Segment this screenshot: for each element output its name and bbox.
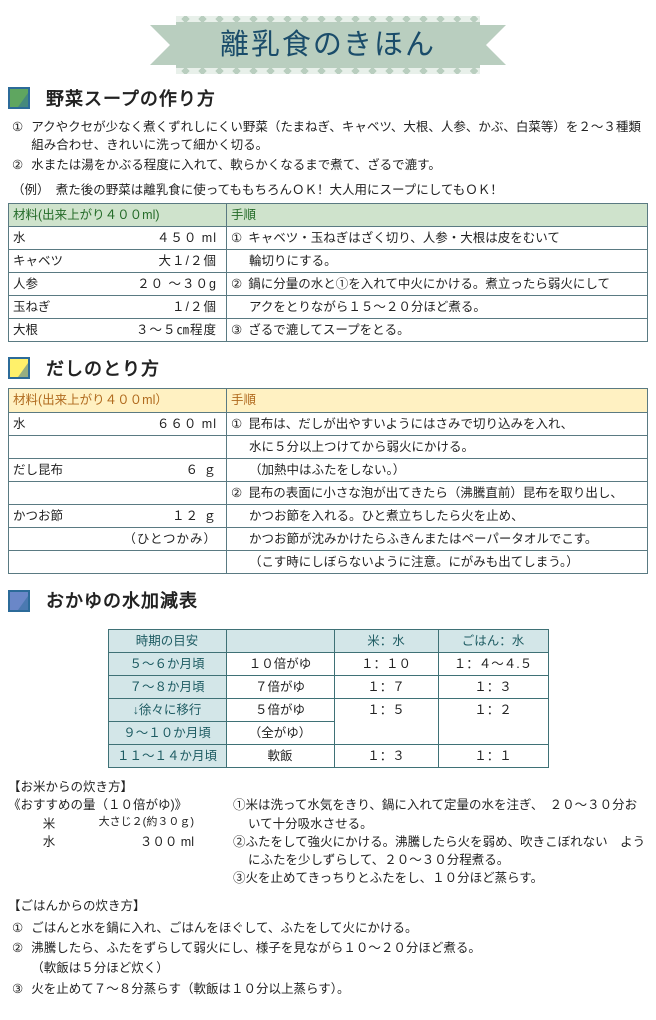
step-text: 水または湯をかぶる程度に入れて、軟らかくなるまで煮て、ざるで漉す。 xyxy=(31,156,441,174)
pt-h2: 米：水 xyxy=(334,629,438,652)
pt-cell: ５倍がゆ xyxy=(226,698,334,721)
porridge-table: 時期の目安 米：水 ごはん：水 ５～６か月頃１０倍がゆ１：１０１：４～４.５ ７～… xyxy=(108,629,549,769)
pt-h0: 時期の目安 xyxy=(108,629,226,652)
ingredient-row: 玉ねぎ１/２個 xyxy=(9,296,227,319)
pt-cell: １：５ xyxy=(334,698,438,744)
procedure-cell: アクをとりながら１５～２０分ほど煮る。 xyxy=(227,296,648,319)
ingredient-row: 人参２０ ～３０g xyxy=(9,273,227,296)
section3-title: おかゆの水加減表 xyxy=(46,588,198,614)
title-banner: 離乳食のきほん xyxy=(8,18,648,72)
section2-title: だしのとり方 xyxy=(46,356,160,382)
pt-cell: １１～１４か月頃 xyxy=(108,745,226,768)
soup-note: （例） 煮た後の野菜は離乳食に使ってももちろんＯＫ！大人用にスープにしてもＯＫ！ xyxy=(12,181,648,199)
dashi-table: 材料(出来上がり４００ml） 手順 水６６０ ml①昆布は、だしが出やすいように… xyxy=(8,388,648,574)
procedure-cell: ②昆布の表面に小さな泡が出てきたら（沸騰直前）昆布を取り出し、 xyxy=(227,481,648,504)
pt-cell: ７倍がゆ xyxy=(226,675,334,698)
section3-header: おかゆの水加減表 xyxy=(8,588,648,614)
gohan-steps: ①ごはんと水を鍋に入れ、ごはんをほぐして、ふたをして火にかける。②沸騰したら、ふ… xyxy=(12,919,648,998)
procedure-cell: ③ざるで漉してスープをとる。 xyxy=(227,319,648,342)
step-text: アクやクセが少なく煮くずれしにくい野菜（たまねぎ、キャベツ、大根、人参、かぶ、白… xyxy=(31,118,648,154)
procedure-cell: ①昆布は、だしが出やすいようにはさみで切り込みを入れ、 xyxy=(227,412,648,435)
procedure-cell: ①キャベツ・玉ねぎはざく切り、人参・大根は皮をむいて xyxy=(227,226,648,249)
procedure-cell: ②鍋に分量の水と①を入れて中火にかける。煮立ったら弱火にして xyxy=(227,273,648,296)
pt-cell: ５～６か月頃 xyxy=(108,652,226,675)
ingredient-row: だし昆布６ ｇ xyxy=(9,458,227,481)
gohan-method-title: 【ごはんからの炊き方】 xyxy=(8,897,648,915)
ingredient-row: 水６６０ ml xyxy=(9,412,227,435)
procedure-cell: かつお節を入れる。ひと煮立ちしたら火を止め、 xyxy=(227,505,648,528)
pt-cell: １：２ xyxy=(438,698,548,744)
pt-cell: １：３ xyxy=(438,675,548,698)
rice-rec: 米大さじ２(約３０ｇ) 水３００ ml xyxy=(24,815,194,851)
col-ingredients: 材料(出来上がり４００ml) xyxy=(9,203,227,226)
ingredient-row: キャベツ大１/２個 xyxy=(9,249,227,272)
pt-cell: １：１０ xyxy=(334,652,438,675)
section1-title: 野菜スープの作り方 xyxy=(46,86,216,112)
ingredient-row xyxy=(9,435,227,458)
ribbon-yellow-icon xyxy=(8,357,36,381)
col-procedure: 手順 xyxy=(227,389,648,412)
pt-cell: １：１ xyxy=(438,745,548,768)
pt-cell: （全がゆ） xyxy=(226,722,334,745)
section2-header: だしのとり方 xyxy=(8,356,648,382)
pt-cell: １：７ xyxy=(334,675,438,698)
step-num: ② xyxy=(12,156,23,174)
procedure-cell: 輪切りにする。 xyxy=(227,249,648,272)
ingredient-row: （ひとつかみ） xyxy=(9,528,227,551)
pt-cell: １：３ xyxy=(334,745,438,768)
ingredient-row xyxy=(9,551,227,574)
ingredient-row: 水４５０ ml xyxy=(9,226,227,249)
ribbon-blue-icon xyxy=(8,590,36,614)
section1-header: 野菜スープの作り方 xyxy=(8,86,648,112)
pt-cell: １０倍がゆ xyxy=(226,652,334,675)
procedure-cell: （加熱中はふたをしない。） xyxy=(227,458,648,481)
procedure-cell: 水に５分以上つけてから弱火にかける。 xyxy=(227,435,648,458)
soup-steps: ①アクやクセが少なく煮くずれしにくい野菜（たまねぎ、キャベツ、大根、人参、かぶ、… xyxy=(12,118,648,174)
page-title: 離乳食のきほん xyxy=(220,29,436,61)
pt-h3: ごはん：水 xyxy=(438,629,548,652)
ingredient-row: 大根３～５㎝程度 xyxy=(9,319,227,342)
col-ingredients: 材料(出来上がり４００ml） xyxy=(9,389,227,412)
step-num: ① xyxy=(12,118,23,154)
procedure-cell: かつお節が沈みかけたらふきんまたはペーパータオルでこす。 xyxy=(227,528,648,551)
ingredient-row xyxy=(9,481,227,504)
pt-h1 xyxy=(226,629,334,652)
pt-cell: ７～８か月頃 xyxy=(108,675,226,698)
ribbon-green-icon xyxy=(8,87,36,111)
rice-steps: ①米は洗って水気をきり、鍋に入れて定量の水を注ぎ、 ２０～３０分おいて十分吸水さ… xyxy=(218,796,648,887)
pt-cell: 軟飯 xyxy=(226,745,334,768)
pt-cell: ↓徐々に移行 xyxy=(108,698,226,721)
ingredient-row: かつお節１２ ｇ xyxy=(9,505,227,528)
rice-method-title: 【お米からの炊き方】 xyxy=(8,778,648,796)
col-procedure: 手順 xyxy=(227,203,648,226)
rice-rec-title: 《おすすめの量（１０倍がゆ)》 xyxy=(8,796,194,814)
procedure-cell: （こす時にしぼらないように注意。にがみも出てしまう。） xyxy=(227,551,648,574)
pt-cell: １：４～４.５ xyxy=(438,652,548,675)
soup-table: 材料(出来上がり４００ml) 手順 水４５０ ml ①キャベツ・玉ねぎはざく切り… xyxy=(8,203,648,343)
pt-cell: ９～１０か月頃 xyxy=(108,722,226,745)
